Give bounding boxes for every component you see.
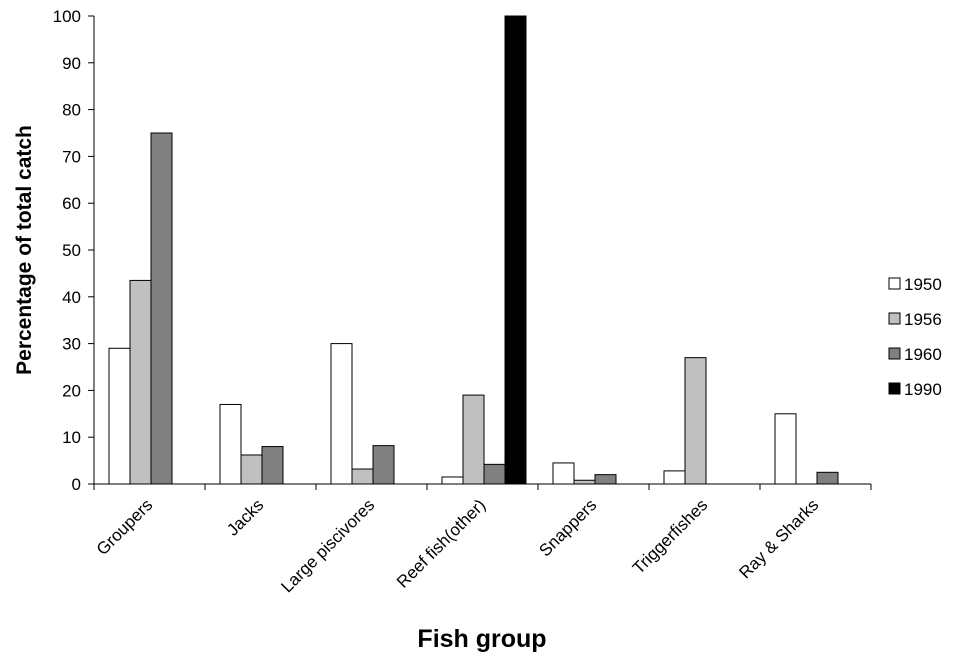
y-tick-label: 90 — [62, 54, 81, 73]
bar-1960-6 — [816, 471, 839, 485]
y-tick-label: 100 — [53, 7, 81, 26]
bar-1960-1 — [261, 446, 284, 485]
bar-1950-5 — [663, 470, 686, 485]
y-tick-label: 40 — [62, 288, 81, 307]
bar-1950-1 — [219, 403, 242, 485]
legend-swatch-1950 — [888, 277, 901, 290]
x-category-label: Large piscivores — [277, 495, 378, 596]
legend-swatch-1960 — [888, 347, 901, 360]
bars-layer — [108, 15, 839, 485]
bar-1950-4 — [552, 462, 575, 485]
bar-1950-0 — [108, 347, 131, 485]
y-tick-label: 0 — [72, 475, 81, 494]
bar-1960-3 — [483, 463, 506, 485]
x-category-label: Ray & Sharks — [735, 495, 822, 582]
x-category-label: Triggerfishes — [629, 495, 711, 577]
legend-label-1960: 1960 — [904, 345, 942, 364]
y-tick-label: 30 — [62, 335, 81, 354]
legend-swatch-1956 — [888, 312, 901, 325]
legend: 1950 1956 1960 1990 — [888, 275, 942, 399]
x-axis-title: Fish group — [417, 625, 546, 653]
bar-1960-2 — [372, 445, 395, 485]
bar-1956-5 — [684, 357, 707, 485]
legend-label-1956: 1956 — [904, 310, 942, 329]
y-axis-title: Percentage of total catch — [13, 125, 36, 375]
x-category-label: Groupers — [93, 495, 157, 559]
bar-1956-3 — [462, 394, 485, 485]
bar-1960-0 — [150, 132, 173, 485]
axes-layer — [88, 15, 872, 490]
x-category-label: Reef fish(other) — [393, 495, 489, 591]
x-category-label: Jacks — [223, 495, 267, 539]
y-tick-label: 20 — [62, 381, 81, 400]
bar-1956-0 — [129, 279, 152, 485]
bar-1950-2 — [330, 343, 353, 485]
legend-label-1950: 1950 — [904, 275, 942, 294]
legend-swatch-1990 — [888, 382, 901, 395]
bar-1990-3 — [504, 15, 527, 485]
bar-1960-4 — [594, 474, 617, 485]
bar-1950-3 — [441, 476, 464, 485]
y-tick-label: 80 — [62, 101, 81, 120]
bar-1956-2 — [351, 468, 374, 485]
legend-label-1990: 1990 — [904, 380, 942, 399]
x-category-label: Snappers — [535, 495, 600, 560]
y-tick-label: 60 — [62, 194, 81, 213]
y-tick-label: 70 — [62, 147, 81, 166]
bar-1950-6 — [774, 413, 797, 485]
y-tick-label: 10 — [62, 428, 81, 447]
bar-1956-1 — [240, 454, 263, 485]
bar-1956-4 — [573, 479, 596, 485]
y-tick-label: 50 — [62, 241, 81, 260]
